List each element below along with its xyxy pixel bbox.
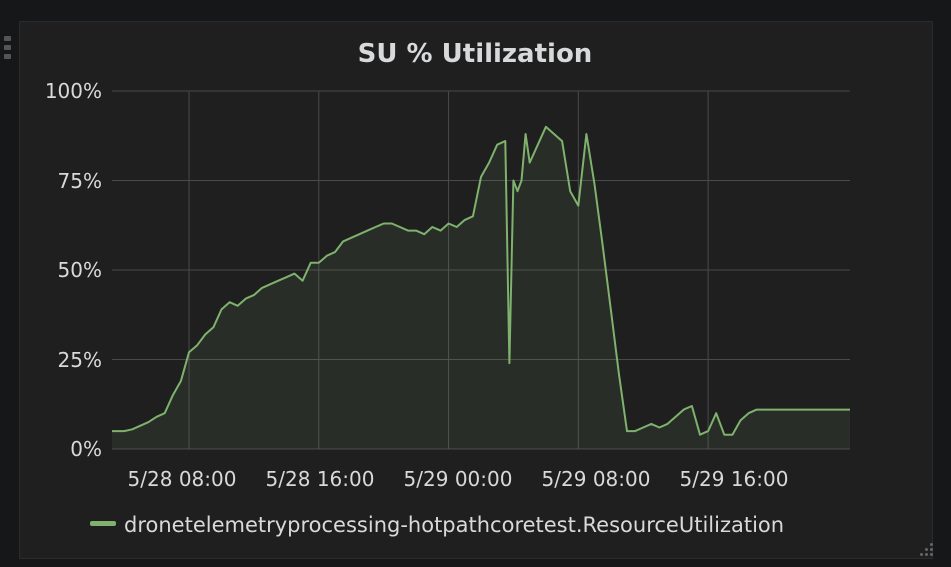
series-area-fill <box>112 126 850 450</box>
x-tick-label: 5/29 00:00 <box>404 467 513 491</box>
y-axis: 100% 75% 50% 25% 0% <box>45 79 102 461</box>
resize-handle[interactable] <box>917 543 933 559</box>
drag-handle-grip <box>4 36 11 41</box>
y-tick-label: 50% <box>58 258 102 282</box>
graph-panel <box>19 21 933 559</box>
series-line-path <box>112 125 850 436</box>
y-tick-label: 100% <box>45 79 102 103</box>
resize-dot <box>925 548 928 551</box>
series-area <box>112 126 850 450</box>
resize-dot <box>930 543 933 546</box>
x-tick-label: 5/28 16:00 <box>266 467 375 491</box>
drag-handle-grip <box>4 54 11 59</box>
legend-swatch <box>90 521 116 526</box>
y-tick-label: 0% <box>70 437 102 461</box>
x-tick-label: 5/29 08:00 <box>542 467 651 491</box>
drag-handle-grip <box>4 45 11 50</box>
x-tick-label: 5/28 08:00 <box>128 467 237 491</box>
resize-dot <box>925 553 928 556</box>
y-tick-label: 75% <box>58 169 102 193</box>
chart-title: SU % Utilization <box>358 39 593 69</box>
legend[interactable]: dronetelemetryprocessing-hotpathcoretest… <box>90 513 784 537</box>
x-tick-label: 5/29 16:00 <box>680 467 789 491</box>
legend-series-label[interactable]: dronetelemetryprocessing-hotpathcoretest… <box>124 513 784 537</box>
resize-dot <box>930 553 933 556</box>
x-axis: 5/28 08:00 5/28 16:00 5/29 00:00 5/29 08… <box>128 467 789 491</box>
series-line <box>112 125 850 436</box>
resize-dot <box>930 548 933 551</box>
y-tick-label: 25% <box>58 348 102 372</box>
drag-handle[interactable] <box>4 36 11 63</box>
resize-dot <box>920 553 923 556</box>
